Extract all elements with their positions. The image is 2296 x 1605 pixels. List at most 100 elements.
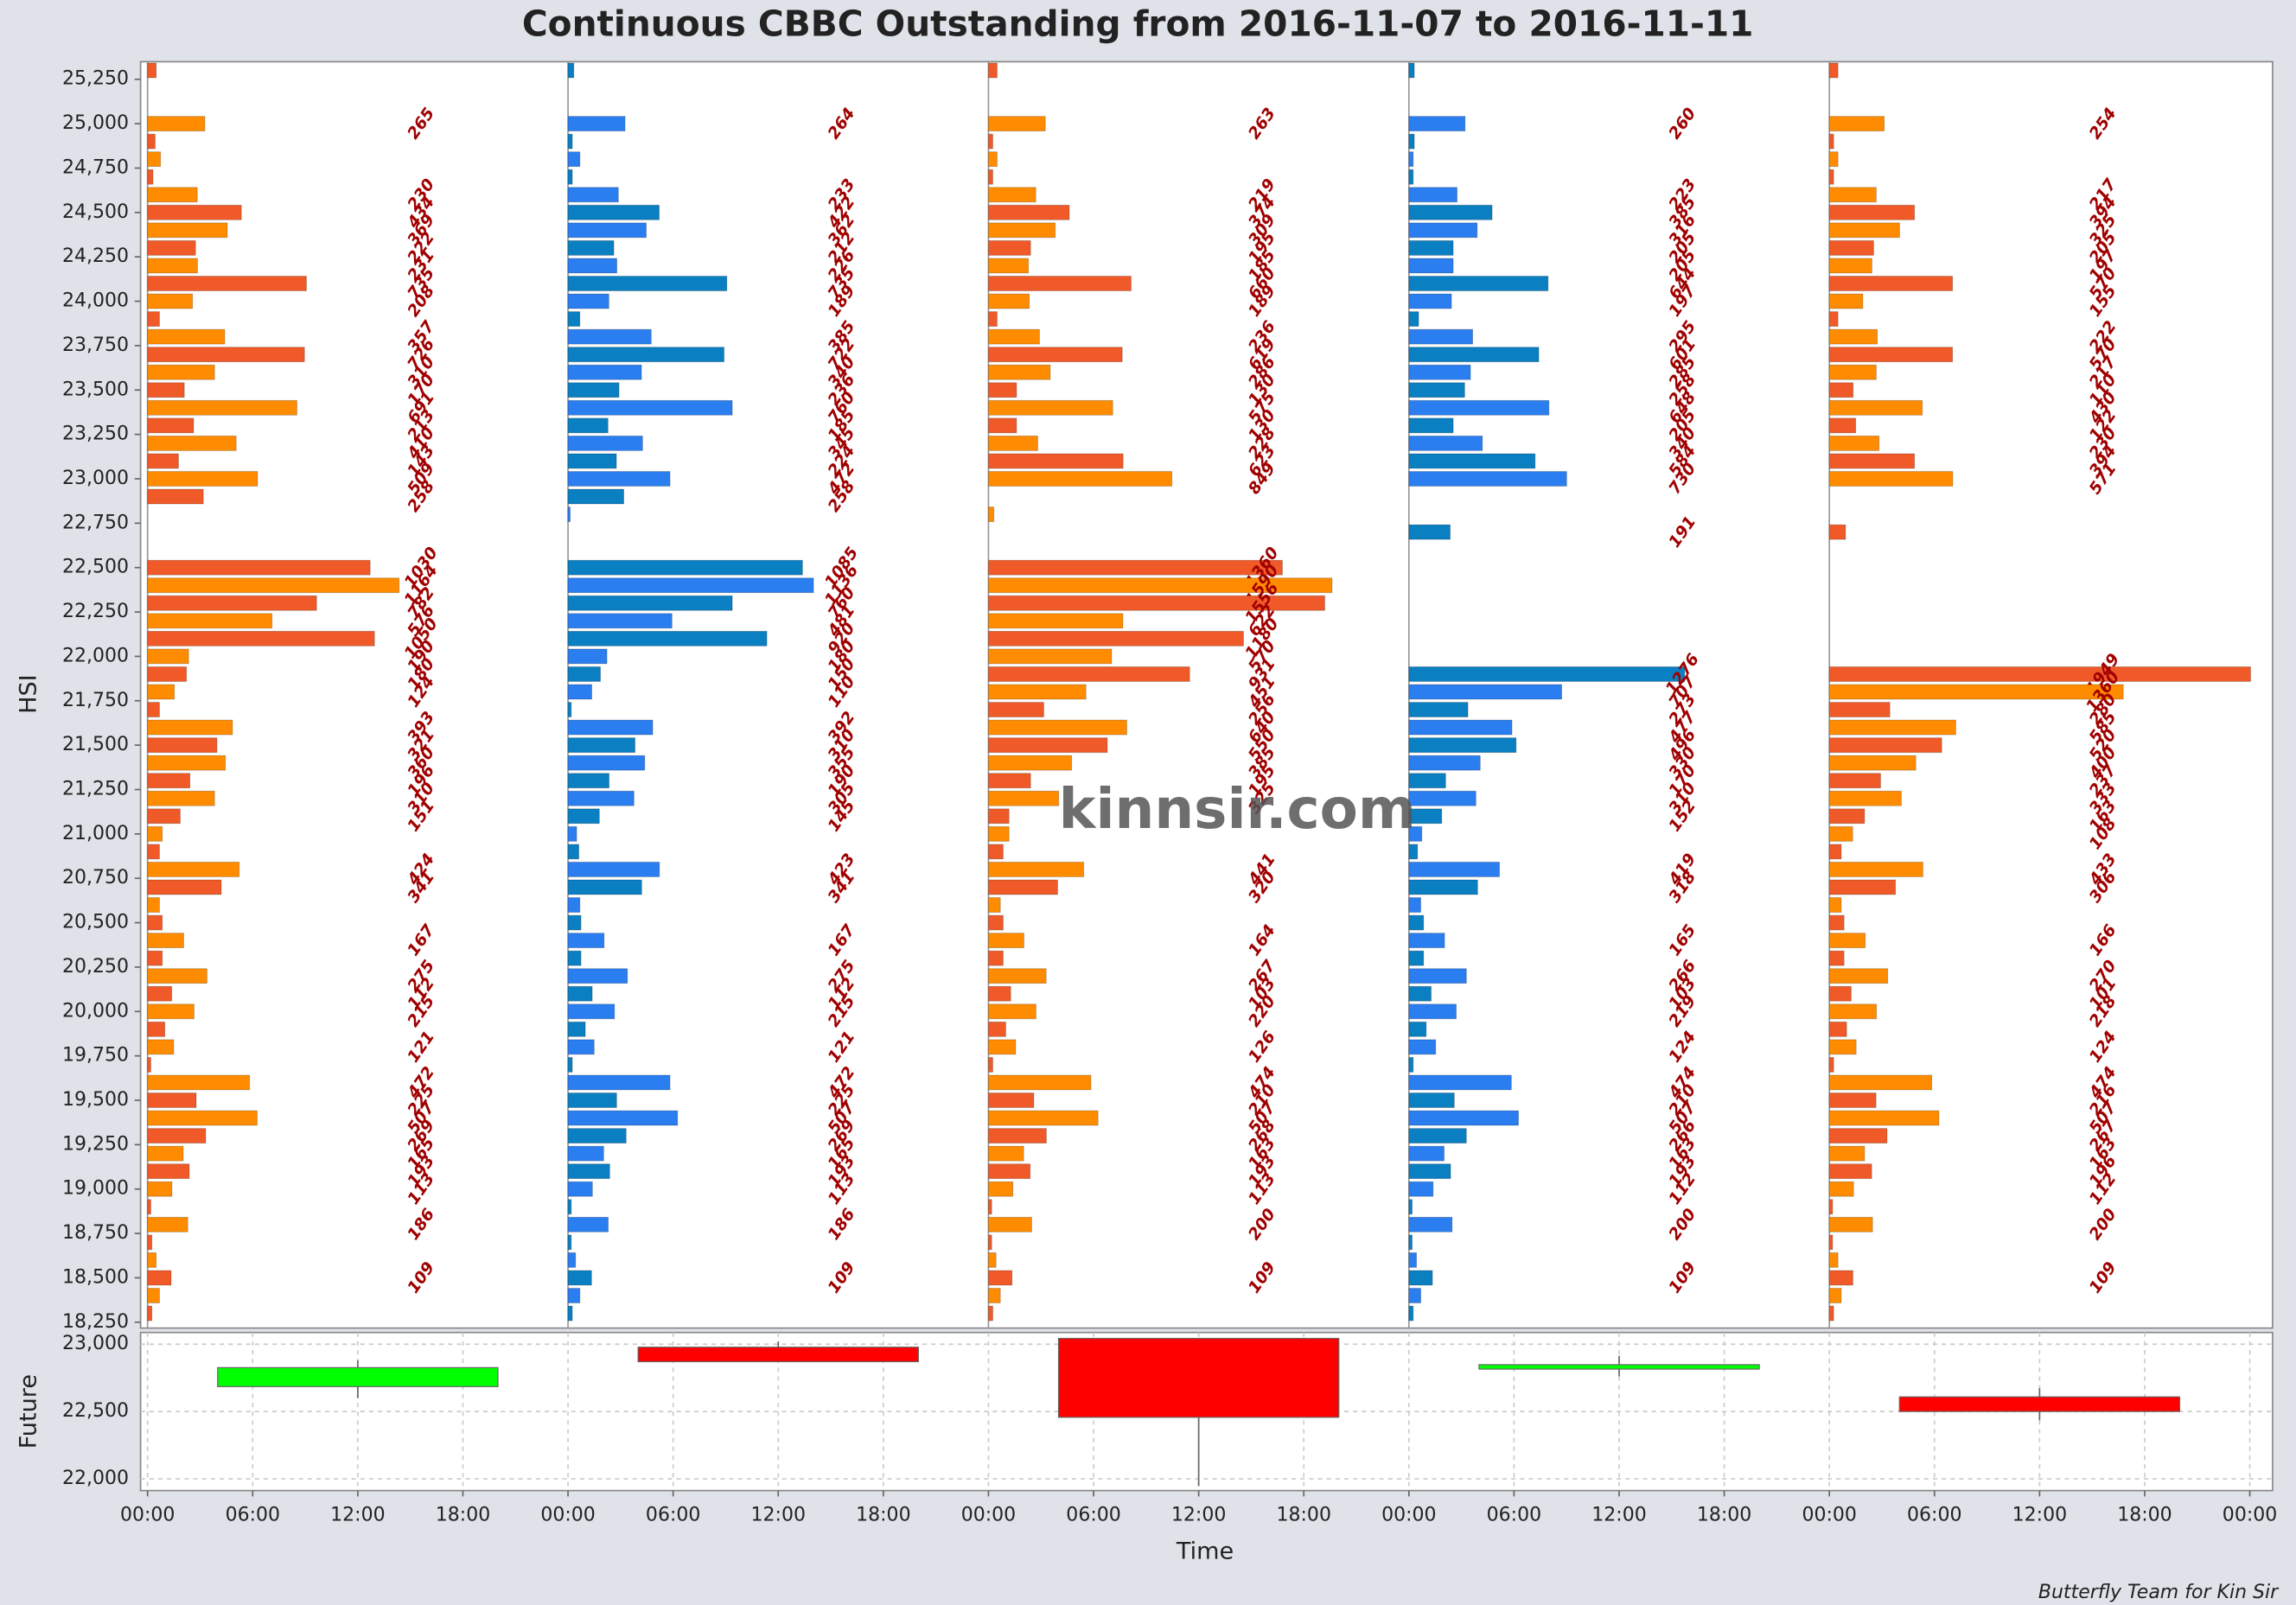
bar: [1828, 950, 1845, 966]
bar: [1408, 399, 1550, 416]
bar: [147, 773, 191, 789]
y-tick-label: 23,750: [62, 334, 129, 356]
bar: [567, 1021, 586, 1037]
bar: [1408, 276, 1549, 291]
bar: [1828, 897, 1842, 913]
bar: [1828, 808, 1866, 825]
bar: [1408, 1163, 1451, 1180]
bar: [1408, 204, 1493, 220]
bar: [988, 933, 1024, 949]
bar: [567, 914, 582, 931]
bar: [1828, 933, 1866, 949]
x-tick-label: 06:00: [1487, 1504, 1541, 1525]
bar: [567, 276, 728, 291]
bar: [1828, 364, 1877, 380]
chart-title: Continuous CBBC Outstanding from 2016-11…: [522, 3, 1754, 45]
x-tick-label: 00:00: [120, 1504, 175, 1525]
bar: [567, 311, 581, 327]
bar: [567, 1128, 627, 1144]
bar: [567, 1057, 573, 1073]
bar: [567, 1252, 577, 1268]
bar: [567, 506, 571, 522]
bar: [1828, 1270, 1853, 1286]
bar: [1408, 347, 1540, 363]
bar: [1828, 773, 1881, 789]
bar: [1828, 666, 2251, 682]
bar: [1408, 1199, 1413, 1215]
bar: [147, 1110, 258, 1126]
bar: [1408, 293, 1452, 309]
bar: [1828, 790, 1902, 806]
bar: [147, 453, 179, 469]
bar: [567, 187, 619, 203]
bar: [147, 1270, 172, 1286]
bar: [567, 968, 628, 984]
x-tick-label: 12:00: [330, 1504, 385, 1525]
bar: [988, 347, 1123, 363]
bar: [988, 1199, 992, 1215]
x-tick-label: 18:00: [2117, 1504, 2172, 1525]
bar: [1408, 116, 1466, 131]
bar: [567, 862, 660, 877]
bar: [567, 116, 626, 131]
bar: [1828, 417, 1857, 434]
y-tick-label: 23,500: [62, 379, 129, 400]
bar: [147, 187, 198, 203]
y-tick-label: 19,500: [62, 1089, 129, 1111]
bar: [988, 897, 1001, 913]
bar: [1828, 1074, 1933, 1091]
bar: [147, 1092, 197, 1108]
bar: [1408, 808, 1443, 825]
bar: [1828, 1128, 1888, 1144]
bar: [567, 1199, 572, 1215]
bar: [1828, 1057, 1834, 1073]
bar: [988, 825, 1010, 842]
bar: [1408, 1305, 1414, 1322]
bar: [1408, 1234, 1413, 1251]
bar: [1408, 1216, 1453, 1232]
bar: [988, 737, 1108, 754]
bar: [147, 1216, 188, 1232]
y-tick-label: 24,750: [62, 156, 129, 178]
bar: [567, 737, 636, 754]
bar: [147, 666, 188, 682]
x-tick-label: 06:00: [646, 1504, 700, 1525]
bar: [1408, 1288, 1421, 1303]
bar: [567, 364, 642, 380]
x-tick-label: 00:00: [961, 1504, 1016, 1525]
bar: [1408, 914, 1425, 931]
bar: [1828, 399, 1923, 416]
candle-body: [1057, 1337, 1340, 1418]
bar: [567, 204, 660, 220]
bar: [567, 1305, 573, 1322]
bar: [988, 613, 1124, 629]
y-tick-label: 20,000: [62, 1000, 129, 1022]
y-tick-label: 21,000: [62, 823, 129, 844]
bar: [567, 1234, 572, 1251]
bar: [1408, 719, 1513, 736]
bar: [147, 595, 317, 611]
bar: [1828, 382, 1854, 398]
bar: [147, 790, 215, 806]
bar: [988, 1074, 1092, 1091]
x-tick-label: 00:00: [2223, 1504, 2277, 1525]
bar: [567, 328, 652, 345]
bar: [988, 1163, 1031, 1180]
bar: [567, 595, 733, 611]
bar: [147, 364, 215, 380]
bar: [1828, 187, 1877, 203]
bar: [1408, 1074, 1512, 1091]
bar: [567, 773, 610, 789]
bar: [1408, 897, 1421, 913]
bar: [1408, 825, 1423, 842]
bar: [1828, 737, 1942, 754]
bar: [988, 222, 1056, 239]
bar: [567, 825, 577, 842]
bar: [1828, 914, 1845, 931]
y-tick-label: 21,750: [62, 690, 129, 711]
y-tick-label: 22,500: [62, 557, 129, 578]
x-tick-label: 18:00: [1697, 1504, 1751, 1525]
y-tick-label: 18,250: [62, 1311, 129, 1333]
bar: [1408, 844, 1419, 860]
bar: [1408, 1181, 1434, 1197]
